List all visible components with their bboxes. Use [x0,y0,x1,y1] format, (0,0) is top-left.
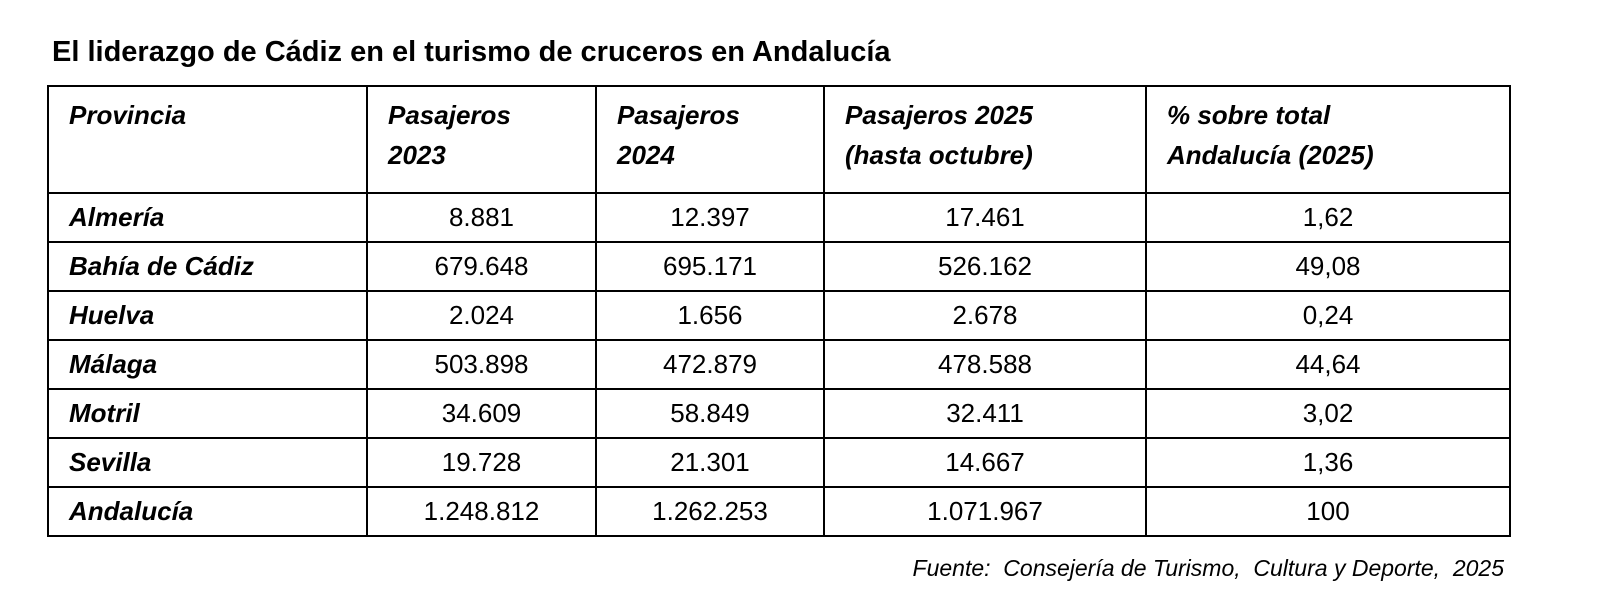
table-cell: 17.461 [823,192,1147,243]
row-label: Motril [47,388,368,439]
data-table: Provincia Pasajeros 2023 Pasajeros 2024 Pasaj… [47,85,1511,537]
table-cell: 12.397 [595,192,825,243]
header-cell: Provincia [47,85,368,194]
table-cell: 2.678 [823,290,1147,341]
table-row: Málaga 503.898 472.879 478.588 44,64 [47,339,1511,390]
table-cell: 32.411 [823,388,1147,439]
row-label: Andalucía [47,486,368,537]
header-cell: Pasajeros 2023 [366,85,597,194]
header-line: 2023 [388,140,446,170]
header-line: Andalucía (2025) [1167,140,1374,170]
table-cell: 695.171 [595,241,825,292]
table-cell: 2.024 [366,290,597,341]
table-cell: 1.248.812 [366,486,597,537]
table-cell: 1.071.967 [823,486,1147,537]
table-cell: 679.648 [366,241,597,292]
header-line: Pasajeros 2025 [845,100,1033,130]
header-cell: % sobre total Andalucía (2025) [1145,85,1511,194]
table-cell: 44,64 [1145,339,1511,390]
header-line: Pasajeros [617,100,740,130]
table-cell: 1.262.253 [595,486,825,537]
row-label: Huelva [47,290,368,341]
row-label: Sevilla [47,437,368,488]
row-label: Málaga [47,339,368,390]
table-cell: 478.588 [823,339,1147,390]
table-cell: 1.656 [595,290,825,341]
header-row: Provincia Pasajeros 2023 Pasajeros 2024 Pasaj… [47,85,1511,194]
table-cell: 21.301 [595,437,825,488]
header-line: Provincia [69,100,187,130]
header-line: Pasajeros [388,100,511,130]
table-cell: 1,36 [1145,437,1511,488]
table-cell: 100 [1145,486,1511,537]
header-line: % sobre total [1167,100,1331,130]
table-cell: 526.162 [823,241,1147,292]
table-title: El liderazgo de Cádiz en el turismo de c… [52,36,891,68]
table-cell: 49,08 [1145,241,1511,292]
table-row: Almería 8.881 12.397 17.461 1,62 [47,192,1511,243]
table-cell: 58.849 [595,388,825,439]
table-row: Sevilla 19.728 21.301 14.667 1,36 [47,437,1511,488]
table-row: Huelva 2.024 1.656 2.678 0,24 [47,290,1511,341]
row-label: Bahía de Cádiz [47,241,368,292]
table-row: Bahía de Cádiz 679.648 695.171 526.162 49,08 [47,241,1511,292]
table-cell: 19.728 [366,437,597,488]
row-label: Almería [47,192,368,243]
table-body: Almería 8.881 12.397 17.461 1,62 Bahía de Cád… [47,192,1511,537]
table-cell: 0,24 [1145,290,1511,341]
table-cell: 14.667 [823,437,1147,488]
header-cell: Pasajeros 2024 [595,85,825,194]
header-line: 2024 [617,140,675,170]
table-cell: 1,62 [1145,192,1511,243]
table-row: Motril 34.609 58.849 32.411 3,02 [47,388,1511,439]
table-cell: 3,02 [1145,388,1511,439]
table-row: Andalucía 1.248.812 1.262.253 1.071.967 100 [47,486,1511,537]
header-line: (hasta octubre) [845,140,1033,170]
header-cell: Pasajeros 2025 (hasta octubre) [823,85,1147,194]
source-note: Fuente: Consejería de Turismo, Cultura y… [912,555,1504,581]
table-cell: 8.881 [366,192,597,243]
table-cell: 472.879 [595,339,825,390]
table-cell: 503.898 [366,339,597,390]
table-cell: 34.609 [366,388,597,439]
